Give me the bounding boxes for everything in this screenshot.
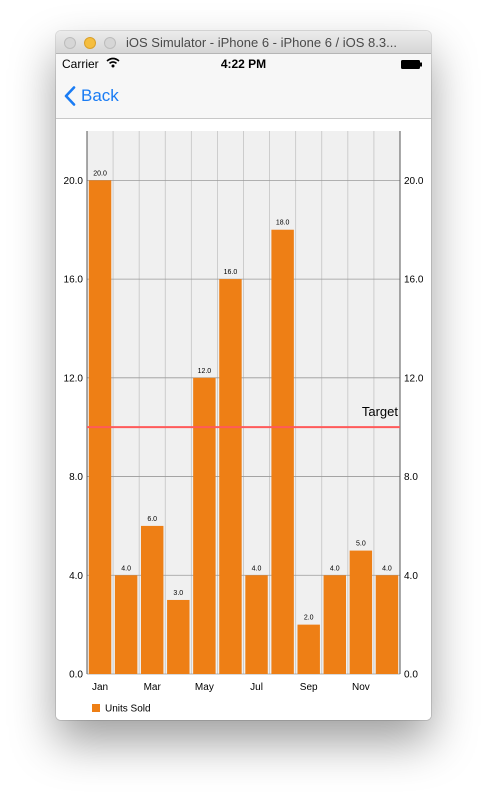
right-y-tick-label: 20.0 (404, 176, 424, 187)
bar-feb (114, 575, 138, 674)
left-y-tick-label: 8.0 (69, 472, 83, 483)
x-tick-label: Jan (92, 682, 108, 693)
back-label: Back (81, 86, 119, 105)
right-y-tick-label: 16.0 (404, 275, 424, 286)
bar-nov (349, 550, 373, 674)
bar-value-label: 2.0 (304, 615, 314, 622)
window-title: iOS Simulator - iPhone 6 - iPhone 6 / iO… (126, 35, 397, 50)
x-tick-label: Mar (144, 682, 162, 693)
bar-may (193, 377, 216, 674)
status-bar: Carrier 4:22 PM (56, 54, 431, 74)
bar-value-label: 5.0 (356, 541, 366, 548)
bar-apr (167, 599, 190, 674)
carrier-label: Carrier (62, 57, 99, 71)
bar-value-label: 18.0 (276, 220, 290, 227)
legend-label: Units Sold (105, 704, 151, 715)
bar-sep (297, 624, 320, 674)
wifi-icon (106, 57, 120, 68)
left-y-tick-label: 12.0 (64, 373, 84, 384)
right-y-tick-label: 4.0 (404, 571, 418, 582)
target-label: Target (362, 404, 399, 419)
legend-swatch (92, 704, 100, 712)
bar-value-label: 4.0 (330, 565, 340, 572)
close-window-button[interactable] (64, 37, 76, 49)
bar-jul (245, 575, 268, 674)
bar-jun (219, 279, 242, 674)
left-y-tick-label: 4.0 (69, 571, 83, 582)
x-tick-label: Nov (352, 682, 370, 693)
window-title-bar: iOS Simulator - iPhone 6 - iPhone 6 / iO… (56, 31, 431, 54)
bar-value-label: 4.0 (252, 565, 262, 572)
bar-dec (375, 575, 399, 674)
bar-value-label: 4.0 (121, 565, 131, 572)
bar-value-label: 3.0 (173, 590, 183, 597)
back-button[interactable]: Back (64, 84, 119, 108)
simulator-window: iOS Simulator - iPhone 6 - iPhone 6 / iO… (56, 31, 431, 720)
left-y-tick-label: 20.0 (64, 176, 84, 187)
status-time: 4:22 PM (220, 57, 267, 71)
left-y-tick-label: 16.0 (64, 275, 84, 286)
bar-value-label: 16.0 (224, 269, 238, 276)
bar-mar (140, 525, 164, 674)
bar-oct (323, 575, 347, 674)
bar-value-label: 6.0 (147, 516, 157, 523)
bar-value-label: 4.0 (382, 565, 392, 572)
right-y-tick-label: 0.0 (404, 670, 418, 681)
bar-chart[interactable]: 0.0 0.0 4.0 4.0 8.0 8.0 12.0 12.0 16.0 16.0 20.0 20… (56, 119, 431, 720)
x-tick-label: May (195, 682, 214, 693)
zoom-window-button[interactable] (104, 37, 116, 49)
left-y-tick-label: 0.0 (69, 670, 83, 681)
minimize-window-button[interactable] (84, 37, 96, 49)
x-tick-label: Jul (250, 682, 263, 693)
right-y-tick-label: 12.0 (404, 373, 424, 384)
chevron-left-icon (64, 86, 76, 106)
bar-value-label: 12.0 (198, 368, 212, 375)
x-tick-label: Sep (300, 682, 318, 693)
right-y-tick-label: 8.0 (404, 472, 418, 483)
navigation-bar: Back (56, 74, 431, 119)
chart-area: 0.0 0.0 4.0 4.0 8.0 8.0 12.0 12.0 16.0 16.0 20.0 20… (56, 119, 431, 720)
battery-icon (401, 60, 422, 69)
bar-value-label: 20.0 (93, 170, 107, 177)
device-screen: Carrier 4:22 PM Back 0.0 0.0 4.0 4.0 8.0 8.0 1… (56, 54, 431, 720)
bar-aug (271, 229, 294, 674)
